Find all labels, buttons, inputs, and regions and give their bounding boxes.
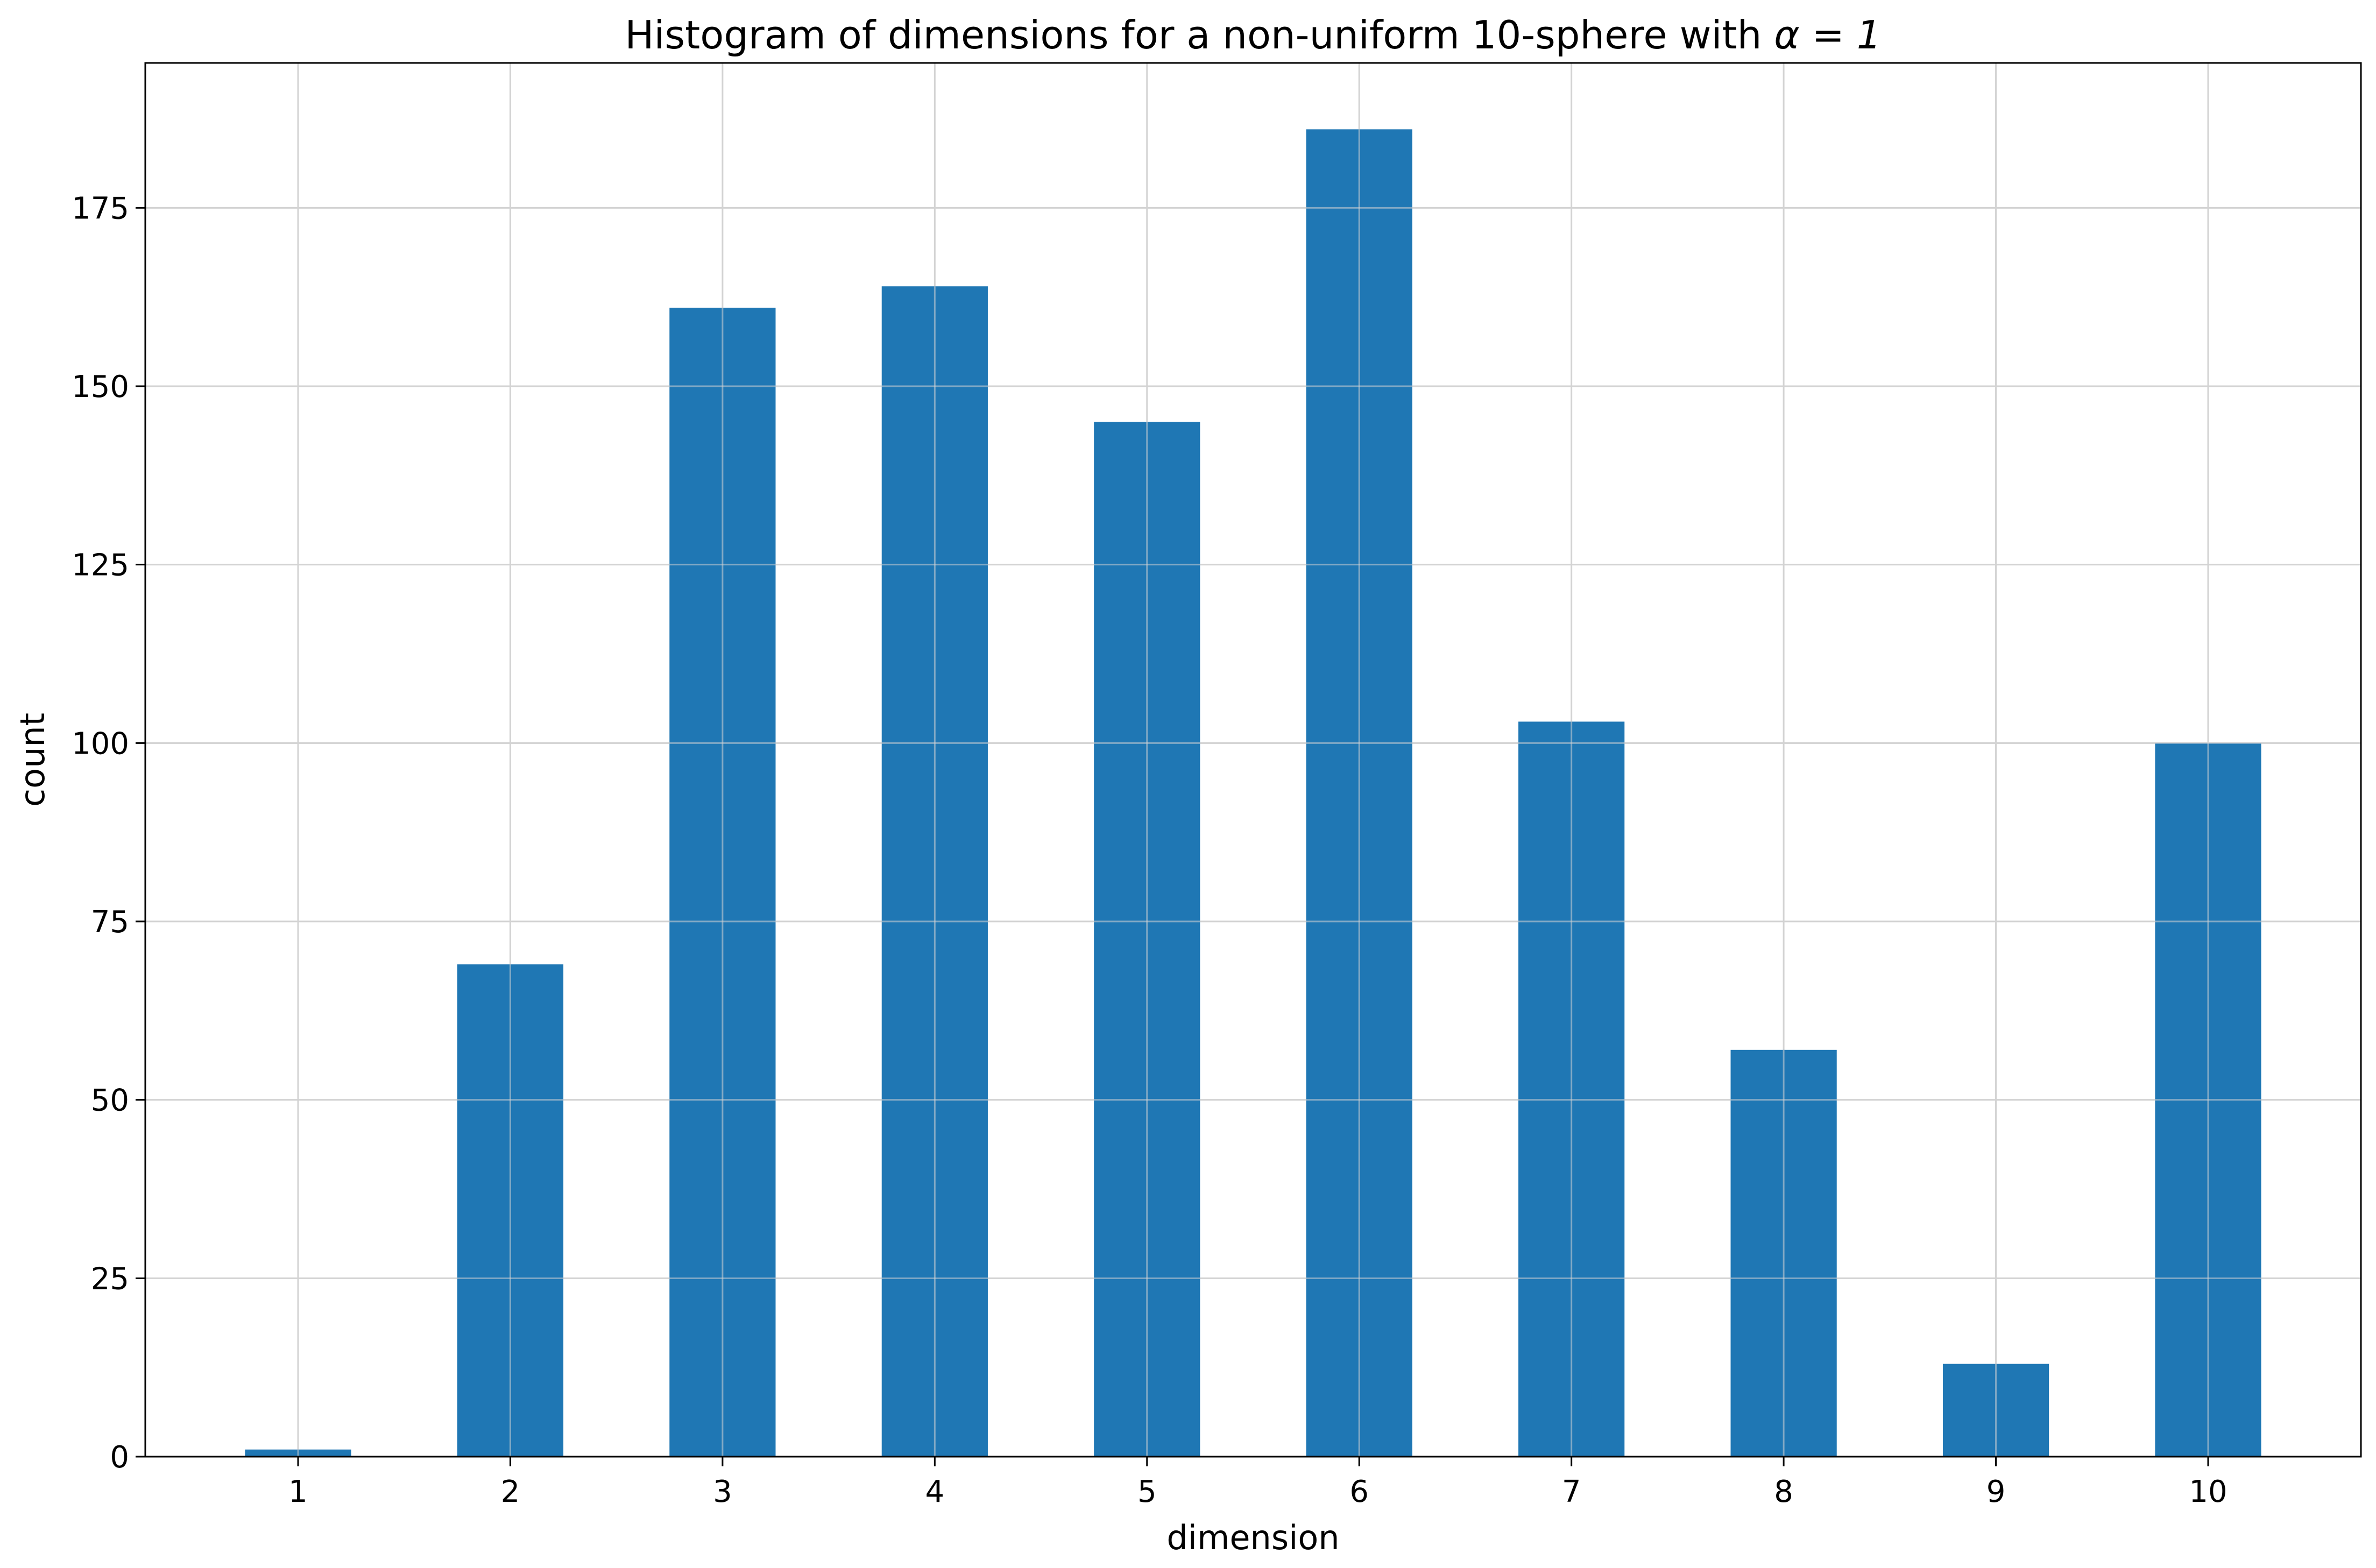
x-tick-label: 9 — [1986, 1474, 2006, 1509]
x-tick-label: 8 — [1774, 1474, 1793, 1509]
y-axis-label: count — [13, 713, 52, 807]
y-tick-label: 100 — [72, 726, 129, 761]
x-tick-label: 4 — [925, 1474, 945, 1509]
chart-title: Histogram of dimensions for a non-unifor… — [625, 12, 1881, 58]
y-axis-ticks: 0 25 50 75 100 125 150 175 — [72, 191, 145, 1475]
chart-title-math: α = 1 — [1774, 12, 1881, 58]
x-tick-label: 7 — [1562, 1474, 1581, 1509]
y-tick-label: 125 — [72, 548, 129, 583]
y-tick-label: 75 — [91, 905, 129, 940]
x-tick-label: 3 — [713, 1474, 732, 1509]
y-tick-label: 25 — [91, 1261, 129, 1296]
y-tick-label: 150 — [72, 370, 129, 405]
x-tick-label: 1 — [288, 1474, 308, 1509]
plot-frame — [144, 62, 2362, 1458]
x-tick-label: 5 — [1137, 1474, 1157, 1509]
x-tick-label: 2 — [501, 1474, 520, 1509]
y-tick-label: 0 — [110, 1440, 129, 1475]
chart-title-text: Histogram of dimensions for a non-unifor… — [625, 12, 1774, 58]
x-tick-label: 6 — [1349, 1474, 1369, 1509]
x-tick-label: 10 — [2189, 1474, 2227, 1509]
y-tick-label: 175 — [72, 191, 129, 226]
y-tick-label: 50 — [91, 1083, 129, 1118]
x-axis-ticks: 1 2 3 4 5 6 7 8 9 10 — [288, 1457, 2228, 1509]
x-axis-label: dimension — [1166, 1518, 1339, 1557]
